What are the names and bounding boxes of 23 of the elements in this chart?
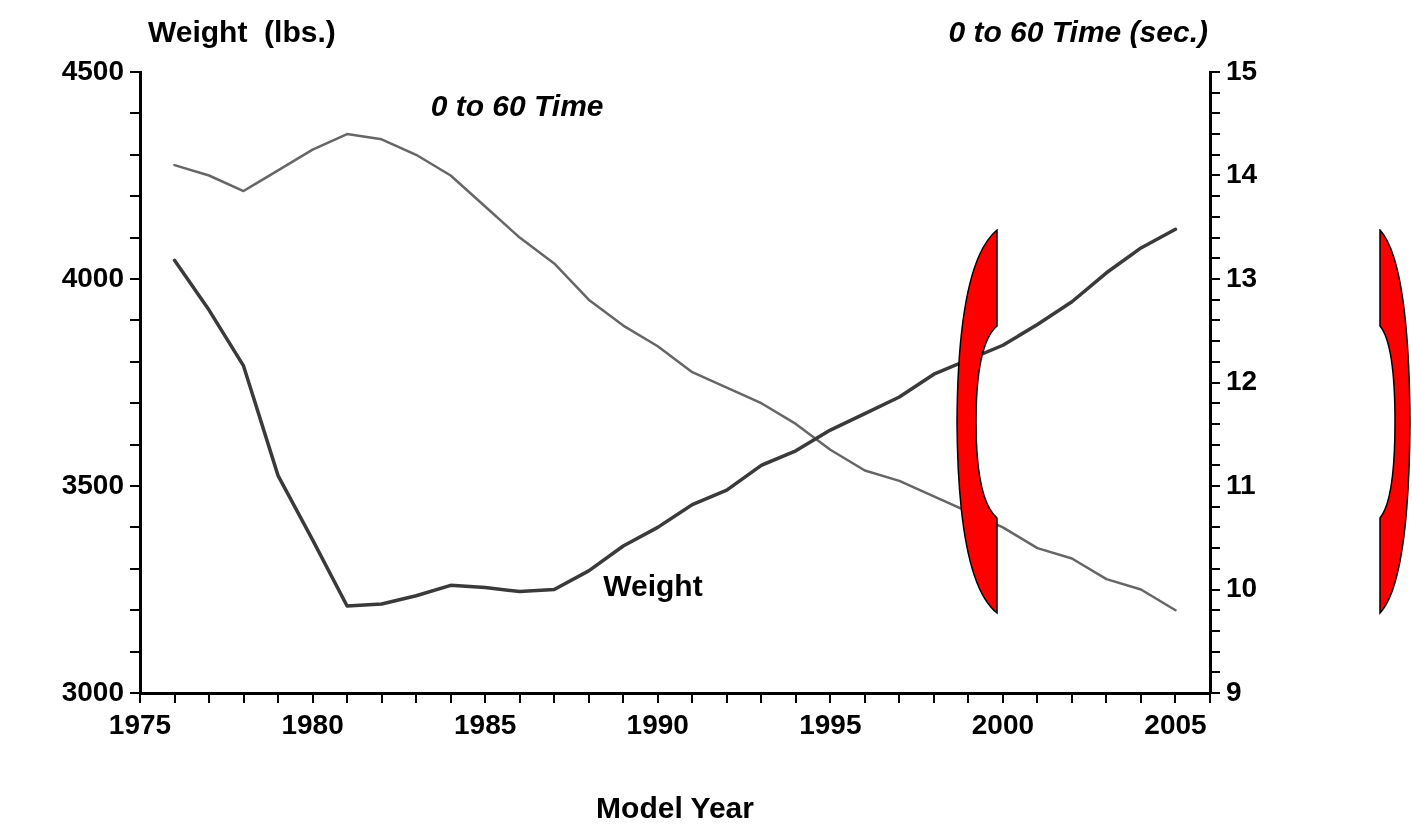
series-label: 0 to 60 Time <box>430 88 604 122</box>
x-tick-label: 2005 <box>1144 708 1207 740</box>
y2-tick-label: 10 <box>1226 572 1258 604</box>
y-axis-title: Weight (lbs.) <box>148 15 336 48</box>
x-tick-label: 1995 <box>799 708 862 740</box>
y2-tick-label: 14 <box>1226 158 1258 190</box>
x-tick-label: 1990 <box>626 708 689 740</box>
x-tick-label: 1975 <box>108 708 172 740</box>
y-tick-label: 4500 <box>61 54 124 86</box>
y-tick-label: 4000 <box>61 261 124 293</box>
x-tick-label: 1980 <box>281 708 344 740</box>
y-tick-label: 3500 <box>61 468 124 500</box>
x-tick-label: 2000 <box>971 708 1035 740</box>
y2-tick-label: 13 <box>1226 261 1258 293</box>
y2-tick-label: 15 <box>1226 54 1258 86</box>
y2-tick-label: 11 <box>1226 468 1256 500</box>
y-tick-label: 3000 <box>61 675 124 707</box>
x-axis-title: Model Year <box>596 791 755 824</box>
y2-tick-label: 9 <box>1226 675 1242 707</box>
y2-tick-label: 12 <box>1226 365 1258 397</box>
y2-axis-title: 0 to 60 Time (sec.) <box>948 15 1208 48</box>
x-tick-label: 1985 <box>454 708 517 740</box>
series-label: Weight <box>603 569 703 603</box>
